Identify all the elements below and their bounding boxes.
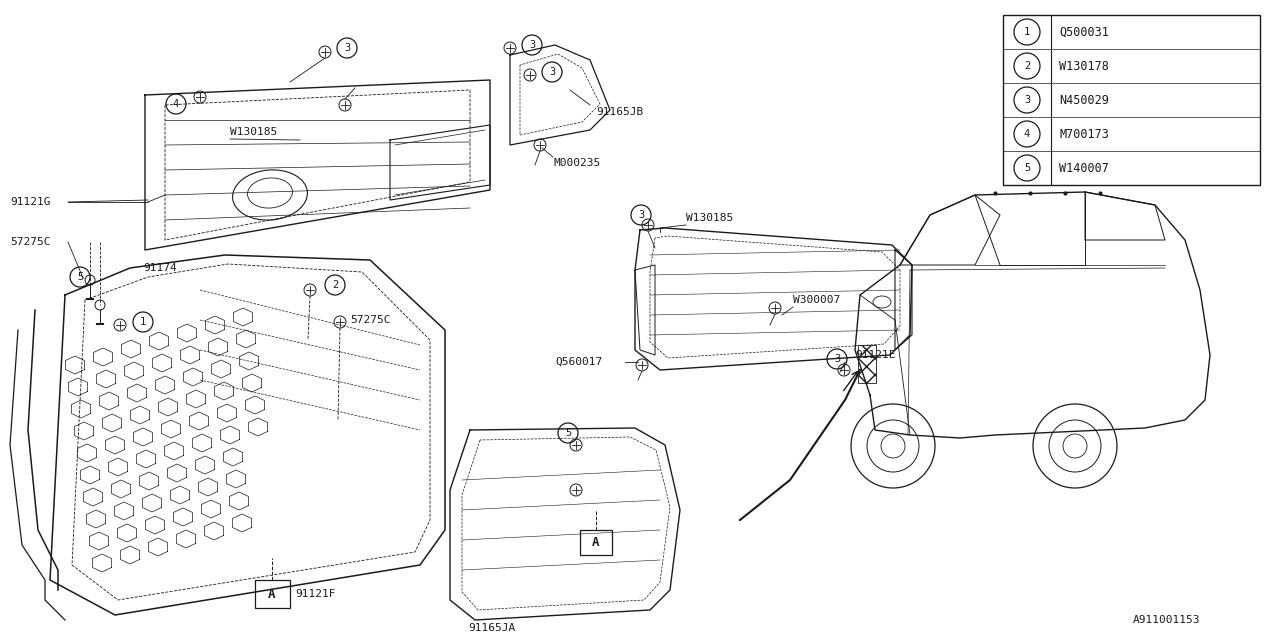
Text: W130185: W130185 xyxy=(230,127,278,137)
Text: 3: 3 xyxy=(833,354,840,364)
Bar xyxy=(858,345,876,383)
Text: W130178: W130178 xyxy=(1059,60,1108,72)
Text: 57275C: 57275C xyxy=(349,315,390,325)
Text: M700173: M700173 xyxy=(1059,127,1108,141)
Text: W140007: W140007 xyxy=(1059,161,1108,175)
Bar xyxy=(255,580,291,608)
Text: 5: 5 xyxy=(77,272,83,282)
Text: A: A xyxy=(269,588,275,600)
Text: 5: 5 xyxy=(1024,163,1030,173)
Text: 1: 1 xyxy=(140,317,146,327)
Text: 4: 4 xyxy=(1024,129,1030,139)
Text: M000235: M000235 xyxy=(553,158,600,168)
Text: 2: 2 xyxy=(1024,61,1030,71)
Text: A: A xyxy=(593,536,600,548)
Text: 3: 3 xyxy=(1024,95,1030,105)
Text: 57275C: 57275C xyxy=(10,237,50,247)
Text: 91165JB: 91165JB xyxy=(596,107,644,117)
Text: 3: 3 xyxy=(529,40,535,50)
Text: Q560017: Q560017 xyxy=(556,357,603,367)
Text: 91121G: 91121G xyxy=(10,197,50,207)
Text: 4: 4 xyxy=(173,99,179,109)
Text: Q500031: Q500031 xyxy=(1059,26,1108,38)
Text: 3: 3 xyxy=(637,210,644,220)
Text: 1: 1 xyxy=(1024,27,1030,37)
Text: 5: 5 xyxy=(564,428,571,438)
Bar xyxy=(580,530,612,555)
Text: 91174: 91174 xyxy=(143,263,177,273)
Text: A911001153: A911001153 xyxy=(1133,615,1201,625)
Text: 2: 2 xyxy=(332,280,338,290)
Text: 91165JA: 91165JA xyxy=(468,623,516,633)
Text: 3: 3 xyxy=(344,43,351,53)
Text: 91121E: 91121E xyxy=(855,350,896,360)
Bar xyxy=(1004,15,1260,185)
Text: W130185: W130185 xyxy=(686,213,733,223)
Text: W300007: W300007 xyxy=(794,295,840,305)
Text: 91121F: 91121F xyxy=(294,589,335,599)
Text: N450029: N450029 xyxy=(1059,93,1108,106)
Text: 3: 3 xyxy=(549,67,556,77)
